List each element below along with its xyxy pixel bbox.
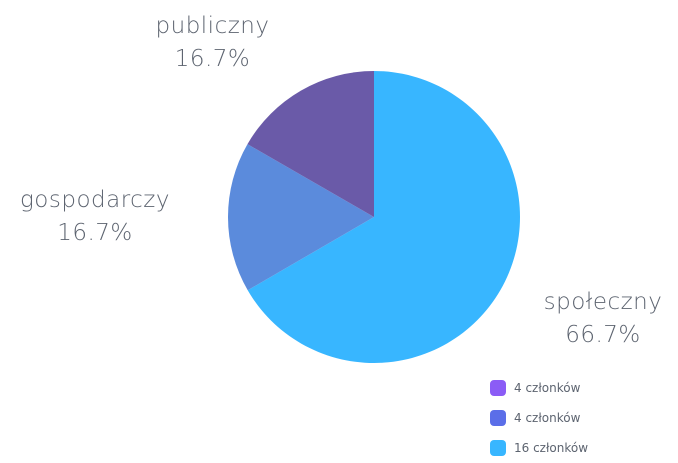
legend-label: 4 członków <box>514 411 581 425</box>
slice-percent: 16.7% <box>174 46 251 72</box>
legend-swatch <box>490 440 506 456</box>
slice-name: społeczny <box>543 289 663 315</box>
slice-percent: 16.7% <box>57 220 133 246</box>
legend-swatch <box>490 380 506 396</box>
pie-slice-1 <box>227 144 374 291</box>
pie-slice-2 <box>247 71 374 217</box>
slice-label-publiczny: publiczny 16.7% <box>130 10 295 76</box>
slice-percent: 66.7% <box>565 322 641 348</box>
pie-chart: publiczny 16.7% gospodarczy 16.7% społec… <box>5 10 673 456</box>
legend-item: 4 członków <box>490 373 588 403</box>
legend-swatch <box>490 410 506 426</box>
legend-item: 16 członków <box>490 433 588 463</box>
legend-label: 16 członków <box>514 441 589 455</box>
legend-label: 4 członków <box>514 381 581 395</box>
slice-name: publiczny <box>155 13 270 39</box>
pie-svg <box>227 71 520 363</box>
slice-label-spoleczny: społeczny 66.7% <box>533 286 673 352</box>
pie-slice-0 <box>247 71 520 363</box>
slice-label-gospodarczy: gospodarczy 16.7% <box>5 184 185 250</box>
legend-item: 4 członków <box>490 403 588 433</box>
slice-name: gospodarczy <box>19 187 170 213</box>
